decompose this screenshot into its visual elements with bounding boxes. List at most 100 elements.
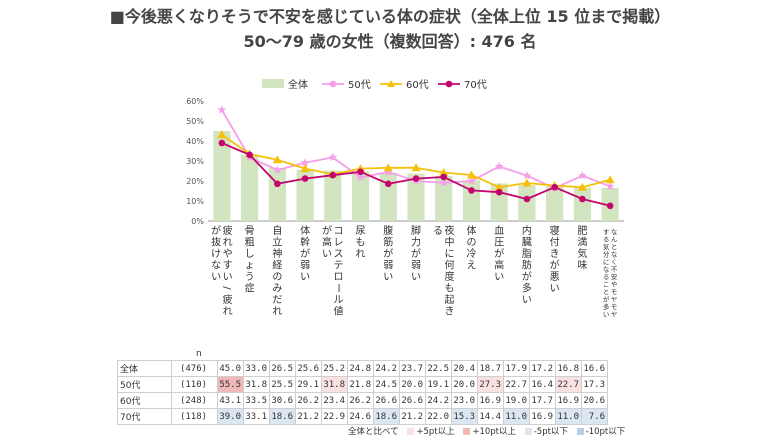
table-row-label: 60代 xyxy=(117,392,172,409)
table-cell: 17.2 xyxy=(529,360,556,377)
table-cell: 20.6 xyxy=(581,392,608,409)
point-70s xyxy=(412,175,420,182)
category-label-char: 臓 xyxy=(522,237,532,249)
table-cell: 33.0 xyxy=(243,360,270,377)
table-cell: 22.7 xyxy=(555,376,582,393)
legend-marker-50s xyxy=(329,80,337,88)
y-tick-label: 0% xyxy=(191,217,204,226)
category-label-char: う xyxy=(245,271,255,283)
point-50s xyxy=(273,165,282,174)
category-label-char: レ xyxy=(334,238,344,249)
table-cell: 17.9 xyxy=(503,360,530,377)
category-label-char: 中 xyxy=(444,236,454,249)
data-table: 全体 (476) 45.0 33.0 26.5 25.6 25.2 24.8 24.2 23.7 2… xyxy=(117,360,608,425)
category-label-char: 疲 xyxy=(223,224,233,237)
table-cell: 33.1 xyxy=(243,408,270,425)
point-50s xyxy=(522,171,532,180)
category-label-char: し xyxy=(245,248,255,260)
legend-label: 全体 xyxy=(288,78,308,91)
category-label-char: れ xyxy=(272,306,282,318)
point-70s xyxy=(218,139,226,147)
table-row: 70代 (118) 39.0 33.1 18.6 21.2 22.9 24.6 18.6 21.2… xyxy=(117,408,608,425)
table-row-label: 70代 xyxy=(117,408,172,425)
category-label-char: 高 xyxy=(322,236,332,249)
bar-all xyxy=(462,180,481,221)
bar-all xyxy=(241,155,259,221)
category-label-char: 多 xyxy=(603,302,610,311)
category-label-char: 弱 xyxy=(383,260,393,272)
category-label-char: 力 xyxy=(411,236,421,249)
table-cell: 26.2 xyxy=(347,392,374,409)
table-cell: 18.6 xyxy=(269,408,296,425)
bar-all xyxy=(213,131,231,221)
category-label-char: い xyxy=(211,272,221,283)
point-50s xyxy=(328,152,338,162)
category-label-char: い xyxy=(522,295,532,306)
category-label-char: け xyxy=(211,248,221,260)
category-label-char: 気 xyxy=(603,242,610,251)
category-label-char: い xyxy=(223,272,233,283)
table-cell: 21.2 xyxy=(295,408,322,425)
legend-swatch-minus5 xyxy=(524,428,532,435)
point-70s xyxy=(440,173,448,181)
category-label-char: だ xyxy=(272,294,282,306)
legend-marker-70s xyxy=(445,80,453,88)
category-label-char: 安 xyxy=(611,272,618,281)
table-cell: 26.6 xyxy=(399,392,426,409)
table-cell: 18.6 xyxy=(373,408,400,425)
y-tick-label: 60% xyxy=(186,97,204,106)
point-70s xyxy=(579,195,586,203)
table-cell: 16.9 xyxy=(477,392,504,409)
table-cell: 27.3 xyxy=(477,376,504,393)
legend-label-minus10: -10pt以下 xyxy=(585,427,626,437)
table-cell: 22.9 xyxy=(321,408,348,425)
table-cell: 16.9 xyxy=(555,392,582,409)
category-label-char: 味 xyxy=(577,260,587,272)
table-cell: 29.1 xyxy=(295,376,322,393)
category-label-char: ー xyxy=(332,283,343,293)
point-60s xyxy=(272,155,282,164)
category-label-char: の xyxy=(466,238,476,249)
category-label-char: に xyxy=(444,248,454,260)
table-cell: 22.0 xyxy=(425,408,452,425)
category-label-char: 経 xyxy=(272,259,282,272)
category-label-char: い xyxy=(300,272,310,283)
category-label-char: と xyxy=(603,288,610,296)
table-row-label: 全体 xyxy=(117,360,172,377)
table-cell: 31.8 xyxy=(243,376,270,393)
point-50s xyxy=(494,161,504,171)
point-70s xyxy=(246,151,253,159)
category-label-char: い xyxy=(383,272,393,283)
bar-all xyxy=(296,169,314,221)
y-tick-label: 10% xyxy=(186,197,204,206)
table-cell: 45.0 xyxy=(217,360,244,377)
table-row-n: (118) xyxy=(171,408,218,425)
table-cell: 11.0 xyxy=(555,408,582,425)
category-label-char: す xyxy=(223,260,233,272)
point-70s xyxy=(468,187,475,194)
legend-label-plus10: +10pt以上 xyxy=(472,427,517,437)
category-label-char: テ xyxy=(334,261,344,272)
category-label-char: る xyxy=(603,236,610,244)
category-label-char: も xyxy=(356,237,366,249)
category-label-char: ん xyxy=(611,236,618,244)
combo-chart: 0%10%20%30%40%50%60%全体 50代 60代 70代疲れやすい/疲れが… xyxy=(186,78,624,359)
category-label-char: 抜 xyxy=(211,236,221,249)
category-label-char: ス xyxy=(334,249,344,260)
table-cell: 17.7 xyxy=(529,392,556,409)
category-label-char: い xyxy=(603,311,610,319)
category-label-char: 肪 xyxy=(522,259,532,272)
table-cell: 16.8 xyxy=(555,360,582,377)
table-cell: 39.0 xyxy=(217,408,244,425)
category-label-char: が xyxy=(522,270,532,283)
category-label-char: 肥 xyxy=(577,225,587,237)
category-label-char: な xyxy=(211,260,221,272)
category-label-char: 高 xyxy=(494,259,504,272)
category-label-char: が xyxy=(603,295,610,304)
point-60s xyxy=(217,130,227,139)
category-label-char: き xyxy=(444,306,454,318)
difference-legend: 全体と比べて +5pt以上 +10pt以上 -5pt以下 -10pt以下 xyxy=(348,425,625,437)
category-label-char: 多 xyxy=(522,282,532,295)
category-label-char: 起 xyxy=(444,294,454,306)
point-50s xyxy=(356,172,365,182)
